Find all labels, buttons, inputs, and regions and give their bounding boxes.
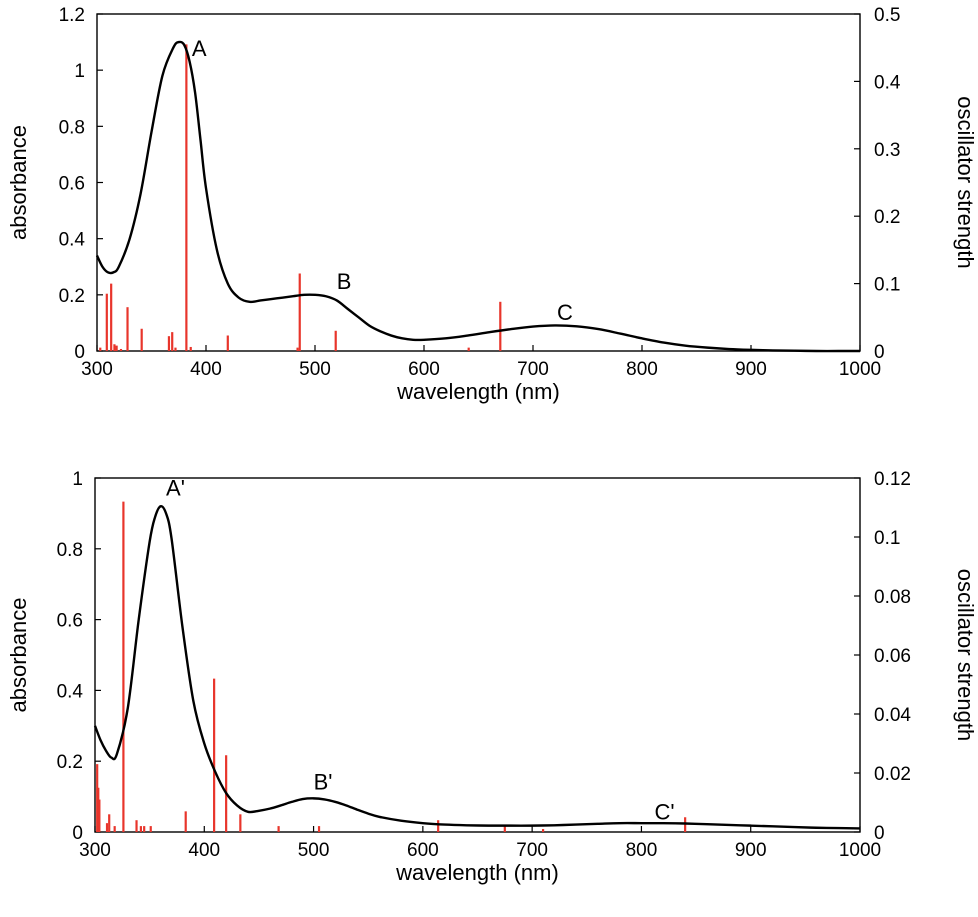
bottom-y-tick-label: 0.6: [57, 611, 83, 632]
top-x-tick-label: 600: [408, 359, 440, 380]
top-x-tick-label: 300: [81, 359, 113, 380]
top-y2-tick-label: 0: [874, 342, 885, 363]
top-y2-tick-label: 0.5: [874, 5, 900, 26]
bottom-x-tick-label: 600: [407, 840, 439, 861]
bottom-peak-label: C': [655, 800, 675, 825]
bottom-x-tick-label: 900: [735, 840, 767, 861]
bottom-peak-label: A': [166, 476, 185, 501]
bottom-x-tick-label: 700: [516, 840, 548, 861]
bottom-x-tick-label: 400: [188, 840, 220, 861]
bottom-y2-tick-label: 0.12: [874, 469, 911, 490]
top-x-tick-label: 1000: [839, 359, 881, 380]
top-peak-label: B: [337, 269, 352, 294]
bottom-y-tick-label: 0: [72, 823, 83, 844]
bottom-y2-axis-label: oscillator strength: [953, 569, 978, 741]
top-x-tick-label: 900: [735, 359, 767, 380]
top-peak-label: C: [557, 300, 573, 325]
bottom-y2-tick-label: 0: [874, 823, 885, 844]
top-x-axis-label: wavelength (nm): [396, 379, 560, 404]
top-y-tick-label: 1.2: [59, 5, 85, 26]
bottom-x-tick-label: 500: [298, 840, 330, 861]
top-y-axis-label: absorbance: [6, 125, 31, 240]
bottom-y-tick-label: 0.8: [57, 540, 83, 561]
bottom-panel: 300 400 500 600 700 800 900 100000.20.40.60.810…: [6, 469, 978, 885]
bottom-plot-frame: [94, 477, 861, 833]
top-y-tick-label: 0.2: [59, 286, 85, 307]
top-y2-axis-label: oscillator strength: [953, 96, 978, 268]
bottom-y2-tick-label: 0.1: [874, 528, 900, 549]
bottom-x-tick-label: 1000: [839, 840, 881, 861]
bottom-y2-tick-label: 0.08: [874, 587, 911, 608]
top-x-tick-label: 500: [299, 359, 331, 380]
bottom-peak-label: B': [314, 770, 333, 795]
top-plot-frame: [96, 13, 861, 352]
bottom-y2-tick-label: 0.04: [874, 705, 911, 726]
bottom-y-tick-label: 1: [72, 469, 83, 490]
top-x-tick-label: 400: [190, 359, 222, 380]
bottom-absorbance-curve: [93, 505, 861, 830]
top-peak-label: A: [192, 36, 207, 61]
bottom-y2-tick-label: 0.06: [874, 646, 911, 667]
bottom-x-axis-label: wavelength (nm): [395, 860, 559, 885]
bottom-x-tick-label: 300: [79, 840, 111, 861]
top-y-tick-label: 1: [74, 61, 85, 82]
top-x-tick-label: 800: [626, 359, 658, 380]
bottom-y-tick-label: 0.4: [57, 681, 84, 702]
top-panel: 300 400 500 600 700 800 900 100000.20.40.60.811…: [6, 5, 978, 404]
top-y2-tick-label: 0.2: [874, 207, 900, 228]
top-y-tick-label: 0.6: [59, 174, 85, 195]
top-y-tick-label: 0: [74, 342, 85, 363]
bottom-y-tick-label: 0.2: [57, 752, 83, 773]
top-y2-tick-label: 0.4: [874, 72, 901, 93]
bottom-x-tick-label: 800: [626, 840, 658, 861]
bottom-y-axis-label: absorbance: [6, 598, 31, 713]
top-y-tick-label: 0.4: [59, 230, 86, 251]
top-y2-tick-label: 0.1: [874, 275, 900, 296]
top-y-tick-label: 0.8: [59, 117, 85, 138]
top-absorbance-curve: [95, 40, 860, 353]
top-x-tick-label: 700: [517, 359, 549, 380]
bottom-y2-tick-label: 0.02: [874, 764, 911, 785]
top-y2-tick-label: 0.3: [874, 140, 900, 161]
